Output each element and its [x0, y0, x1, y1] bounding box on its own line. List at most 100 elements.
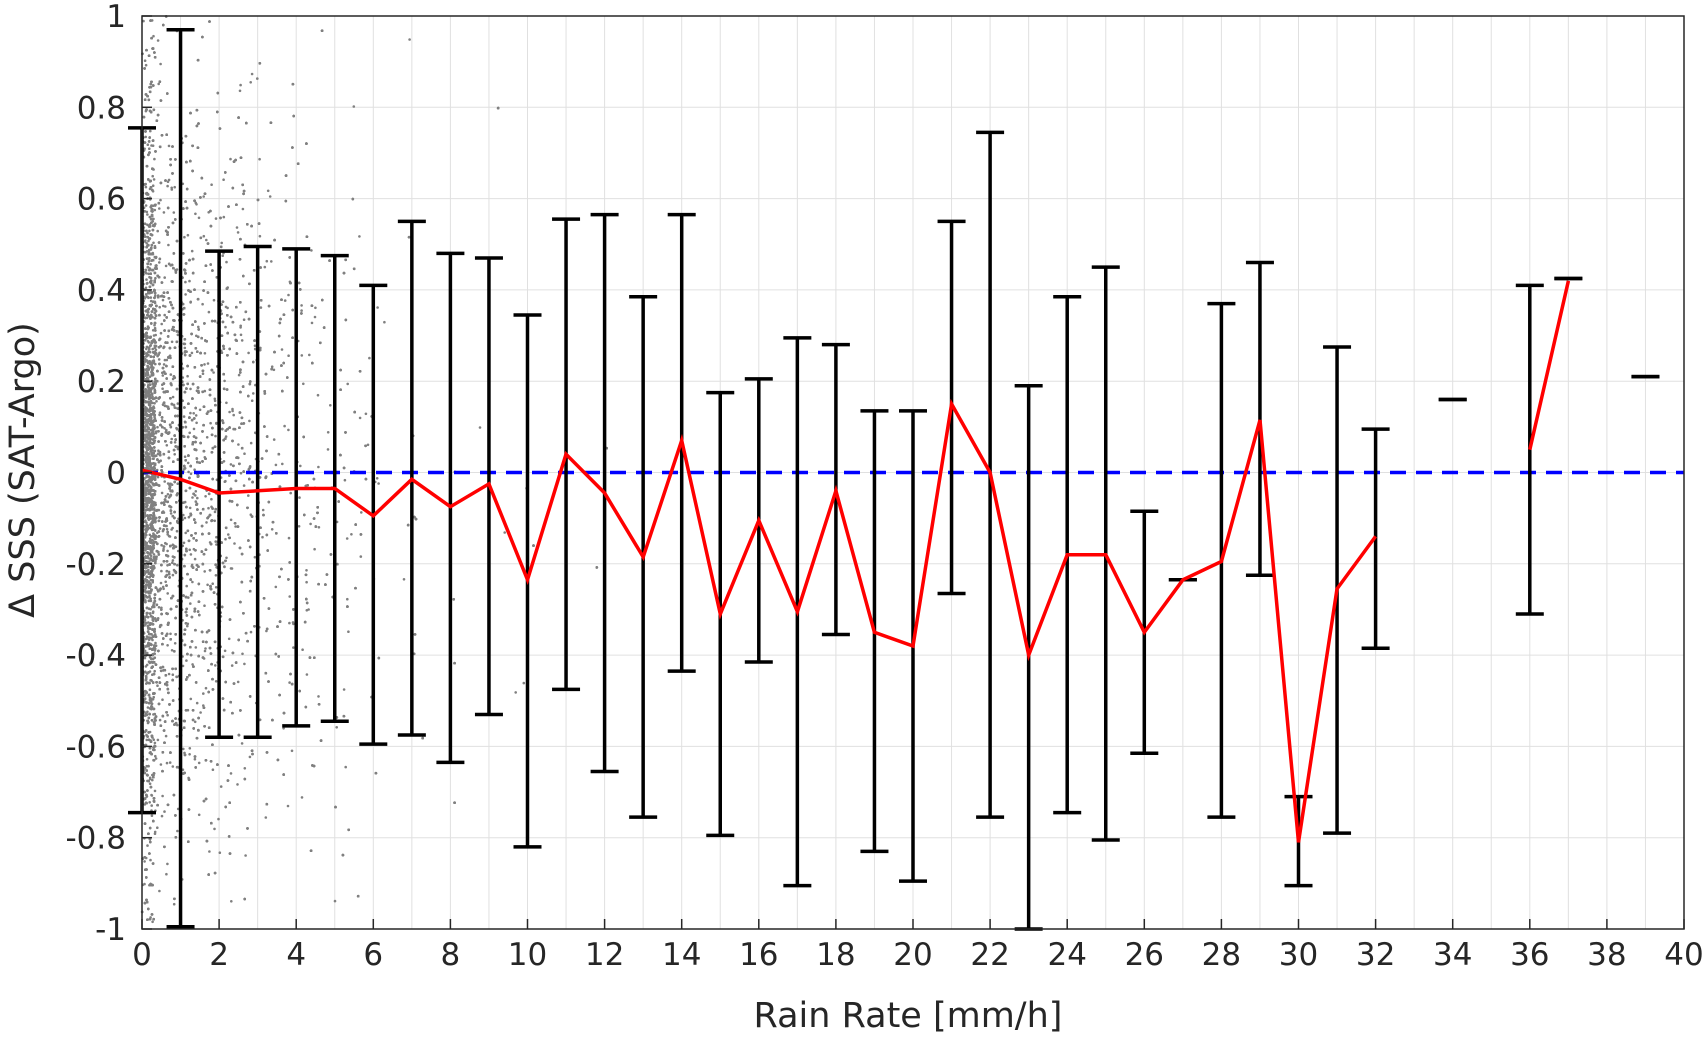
scatter-point: [243, 318, 246, 321]
scatter-point: [202, 195, 205, 198]
scatter-point: [149, 351, 152, 354]
scatter-point: [219, 851, 222, 854]
scatter-point: [189, 301, 192, 304]
scatter-point: [234, 525, 237, 528]
scatter-point: [236, 226, 239, 229]
scatter-point: [163, 314, 166, 317]
scatter-point: [365, 413, 368, 416]
scatter-point: [148, 801, 151, 804]
scatter-point: [244, 854, 247, 857]
scatter-point: [298, 496, 301, 499]
scatter-point: [158, 890, 161, 893]
scatter-point: [317, 394, 320, 397]
scatter-point: [183, 236, 186, 239]
scatter-point: [163, 211, 166, 214]
scatter-point: [155, 432, 158, 435]
scatter-point: [310, 249, 313, 252]
scatter-point: [287, 354, 290, 357]
scatter-point: [215, 574, 218, 577]
scatter-point: [168, 145, 171, 148]
scatter-point: [146, 282, 149, 285]
scatter-point: [148, 444, 151, 447]
scatter-point: [230, 519, 233, 522]
scatter-point: [368, 357, 371, 360]
scatter-point: [189, 747, 192, 750]
scatter-point: [191, 581, 194, 584]
scatter-point: [196, 702, 199, 705]
scatter-point: [271, 528, 274, 531]
scatter-point: [147, 143, 150, 146]
scatter-point: [264, 266, 267, 269]
scatter-point: [271, 365, 274, 368]
scatter-point: [176, 830, 179, 833]
scatter-point: [145, 64, 148, 67]
scatter-point: [243, 452, 246, 455]
scatter-point: [153, 553, 156, 556]
scatter-point: [241, 339, 244, 342]
scatter-point: [155, 400, 158, 403]
scatter-point: [152, 184, 155, 187]
scatter-point: [213, 520, 216, 523]
scatter-point: [152, 242, 155, 245]
scatter-point: [157, 739, 160, 742]
scatter-point: [152, 35, 155, 38]
scatter-point: [313, 548, 316, 551]
scatter-point: [143, 883, 146, 886]
scatter-point: [184, 532, 187, 535]
scatter-point: [300, 304, 303, 307]
scatter-point: [158, 358, 161, 361]
scatter-point: [195, 500, 198, 503]
scatter-point: [148, 147, 151, 150]
scatter-point: [154, 742, 157, 745]
scatter-point: [150, 804, 153, 807]
scatter-point: [334, 900, 337, 903]
scatter-point: [343, 688, 346, 691]
scatter-point: [224, 538, 227, 541]
scatter-point: [154, 755, 157, 758]
scatter-point: [149, 263, 152, 266]
scatter-point: [176, 564, 179, 567]
scatter-point: [159, 199, 162, 202]
scatter-point: [214, 398, 217, 401]
scatter-point: [231, 664, 234, 667]
scatter-point: [197, 326, 200, 329]
scatter-point: [151, 348, 154, 351]
scatter-point: [150, 296, 153, 299]
scatter-point: [225, 261, 228, 264]
scatter-point: [346, 383, 349, 386]
scatter-point: [229, 158, 232, 161]
scatter-point: [148, 660, 151, 663]
scatter-point: [183, 542, 186, 545]
scatter-point: [174, 441, 177, 444]
scatter-point: [148, 694, 151, 697]
scatter-point: [163, 363, 166, 366]
scatter-point: [174, 642, 177, 645]
scatter-point: [188, 280, 191, 283]
scatter-point: [232, 414, 235, 417]
scatter-point: [217, 818, 220, 821]
scatter-point: [151, 175, 154, 178]
scatter-point: [238, 374, 241, 377]
scatter-point: [156, 684, 159, 687]
scatter-point: [160, 582, 163, 585]
scatter-point: [153, 670, 156, 673]
scatter-point: [358, 235, 361, 238]
scatter-point: [154, 209, 157, 212]
scatter-point: [165, 735, 168, 738]
scatter-point: [314, 316, 317, 319]
scatter-point: [143, 860, 146, 863]
scatter-point: [150, 496, 153, 499]
scatter-point: [155, 757, 158, 760]
scatter-point: [305, 569, 308, 572]
scatter-point: [171, 341, 174, 344]
scatter-point: [154, 327, 157, 330]
scatter-point: [145, 278, 148, 281]
scatter-point: [148, 341, 151, 344]
scatter-point: [249, 756, 252, 759]
scatter-point: [230, 567, 233, 570]
scatter-point: [284, 299, 287, 302]
scatter-point: [192, 412, 195, 415]
scatter-point: [149, 130, 152, 133]
scatter-point: [144, 59, 147, 62]
